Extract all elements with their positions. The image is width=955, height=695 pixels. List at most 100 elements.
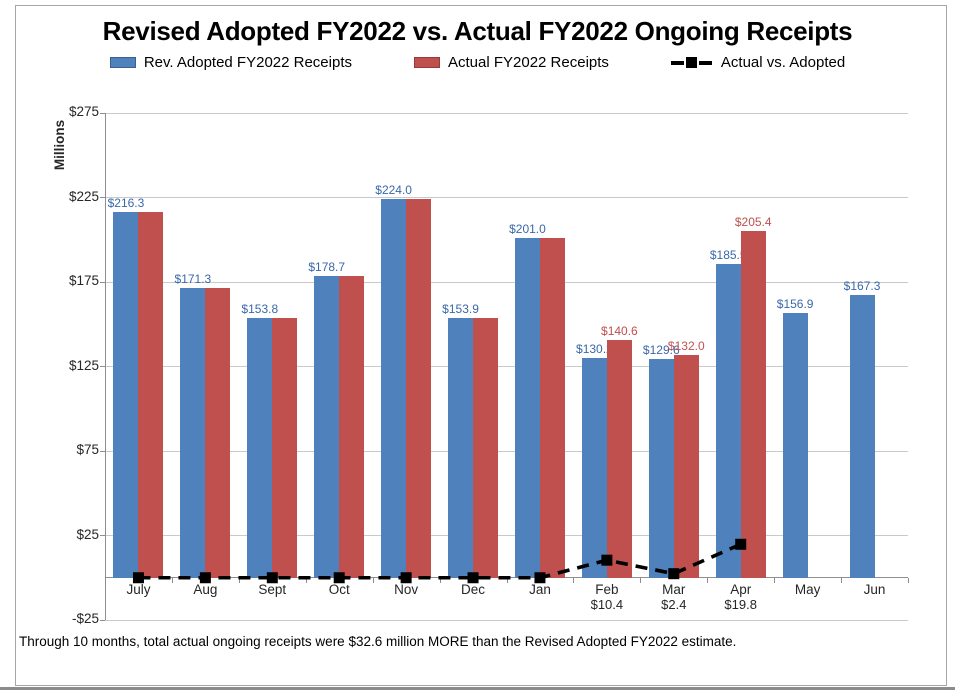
bar-adopted-feb [581,357,607,578]
legend-label-adopted: Rev. Adopted FY2022 Receipts [143,54,352,71]
gridline [105,535,908,536]
red-swatch-icon [414,57,440,68]
dash-icon [670,60,684,65]
gridline [105,112,908,114]
gridline [105,450,908,452]
footnote-text: Through 10 months, total actual ongoing … [19,634,737,649]
bar-actual-dec [473,317,499,578]
legend-label-diff: Actual vs. Adopted [720,54,846,71]
bar-adopted-mar [648,358,674,578]
bar-label-adopted-may: $156.9 [776,296,814,311]
bar-label-adopted-jan: $201.0 [509,222,546,237]
x-axis-category-label: Jan [529,582,551,597]
x-axis-tick [707,577,709,583]
bar-adopted-sept [247,317,273,578]
x-axis-tick [305,577,307,583]
bar-actual-oct [339,275,365,578]
x-axis-tick [573,577,575,583]
bar-label-adopted-sept: $153.8 [241,301,279,316]
bar-adopted-apr [715,264,741,578]
page-border [15,5,947,686]
x-axis-tick [238,577,240,583]
x-axis-tick [105,577,106,583]
bar-label-adopted-jun: $167.3 [843,279,881,293]
bar-actual-nov [406,199,432,578]
x-axis-category-label: Aug [193,582,218,597]
gridline [105,366,908,367]
bar-label-actual-mar: $132.0 [667,338,705,353]
bar-label-adopted-july: $216.3 [107,196,145,211]
legend-item-diff: Actual vs. Adopted [670,54,846,71]
bar-label-adopted-oct: $178.7 [308,259,346,274]
y-axis-tick-label: $125 [68,357,99,373]
dashed-line-marker-icon [670,57,713,68]
bar-actual-aug [205,288,231,578]
bar-adopted-aug [180,288,206,578]
page-bottom-rule [0,687,955,690]
bar-adopted-jun [849,295,875,578]
gridline [105,619,908,621]
legend-item-adopted: Rev. Adopted FY2022 Receipts [109,54,352,71]
bar-label-adopted-aug: $171.3 [174,272,212,287]
y-axis-tick-label: $25 [76,526,99,542]
x-axis-category-label: Feb [595,582,619,597]
x-axis-tick [171,577,173,583]
bar-adopted-july [113,212,139,578]
y-axis-line [105,113,106,620]
x-axis-tick [640,577,642,583]
bar-adopted-jan [514,238,540,578]
x-axis-category-sublabel: $19.8 [724,597,757,612]
y-axis-tick [100,281,105,283]
y-axis-tick [100,112,105,114]
x-axis-tick [439,577,441,583]
x-axis-tick [774,577,776,583]
y-axis-title: Millions [52,119,67,171]
y-axis-tick [100,366,105,367]
y-axis-tick [100,535,105,536]
y-axis-tick [100,619,105,621]
chart-title: Revised Adopted FY2022 vs. Actual FY2022… [102,16,853,46]
x-axis-category-label: Jun [863,582,886,597]
bar-actual-mar [673,354,699,578]
x-axis-category-sublabel: $2.4 [661,597,687,612]
x-axis-tick [841,577,843,583]
x-axis-category-label: Sept [258,582,287,597]
bar-label-adopted-dec: $153.9 [442,301,479,316]
bar-label-adopted-nov: $224.0 [375,183,412,198]
bar-adopted-nov [381,199,407,578]
bar-actual-july [138,212,164,578]
bar-label-adopted-feb: $130.2 [576,341,613,356]
x-axis-category-sublabel: $10.4 [590,597,624,612]
x-axis-tick [506,577,508,583]
y-axis-tick-label: $275 [68,104,99,119]
x-axis-category-label: Nov [394,582,419,597]
gridline [105,281,908,283]
bar-adopted-dec [448,317,474,578]
y-axis-tick [100,197,105,198]
blue-swatch-icon [109,57,136,68]
bar-label-adopted-apr: $185.5 [709,248,747,263]
bar-adopted-oct [314,275,340,578]
bar-actual-apr [740,230,766,578]
dash-icon [698,60,712,65]
bar-actual-sept [272,317,298,578]
bar-label-adopted-mar: $129.6 [642,342,680,357]
bar-actual-jan [539,238,565,578]
square-marker-icon [685,57,697,68]
bar-adopted-may [782,312,808,578]
legend-label-actual: Actual FY2022 Receipts [448,54,609,71]
x-axis-category-label: Apr [730,582,752,597]
x-axis-category-label: May [794,582,821,597]
gridline [105,197,908,198]
y-axis-tick [100,450,105,452]
y-axis-tick-label: $175 [68,273,99,288]
bar-actual-feb [606,340,632,578]
bar-label-actual-feb: $140.6 [601,324,638,339]
chart-legend: Rev. Adopted FY2022 Receipts Actual FY20… [30,54,925,71]
x-axis-category-label: July [126,582,151,597]
y-axis-tick-label: $225 [68,188,99,204]
bar-label-actual-apr: $205.4 [734,214,772,229]
x-axis-category-label: Dec [461,582,486,597]
